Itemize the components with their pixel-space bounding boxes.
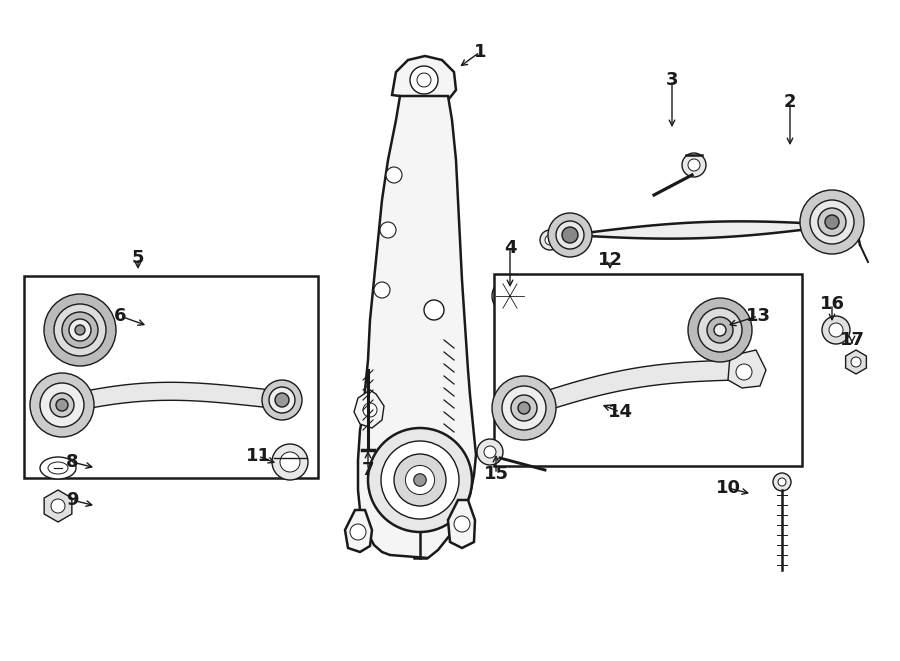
Circle shape [417, 73, 431, 87]
Circle shape [822, 316, 850, 344]
Polygon shape [354, 390, 384, 428]
Circle shape [707, 317, 733, 343]
Bar [24, 276, 318, 478]
Circle shape [518, 402, 530, 414]
Circle shape [394, 454, 446, 506]
Circle shape [688, 298, 752, 362]
Circle shape [69, 319, 91, 341]
Circle shape [545, 235, 555, 245]
Circle shape [548, 213, 592, 257]
Circle shape [50, 393, 74, 417]
Circle shape [778, 478, 786, 486]
Circle shape [374, 282, 390, 298]
Text: 9: 9 [66, 491, 78, 509]
Polygon shape [358, 96, 476, 558]
Ellipse shape [40, 457, 76, 479]
Polygon shape [345, 510, 372, 552]
Circle shape [280, 452, 300, 472]
Circle shape [698, 308, 742, 352]
Text: 10: 10 [716, 479, 741, 497]
Polygon shape [846, 350, 867, 374]
Circle shape [810, 200, 854, 244]
Circle shape [380, 222, 396, 238]
Ellipse shape [48, 462, 68, 474]
Circle shape [492, 376, 556, 440]
Circle shape [40, 383, 84, 427]
Polygon shape [448, 500, 475, 548]
Circle shape [62, 312, 98, 348]
Polygon shape [524, 360, 736, 418]
Circle shape [272, 444, 308, 480]
Text: 5: 5 [131, 249, 144, 267]
Circle shape [350, 524, 366, 540]
Text: 17: 17 [840, 331, 865, 349]
Text: 1: 1 [473, 43, 486, 61]
Circle shape [424, 300, 444, 320]
Circle shape [405, 465, 435, 494]
Circle shape [540, 230, 560, 250]
Circle shape [736, 364, 752, 380]
Polygon shape [728, 350, 766, 388]
Circle shape [500, 286, 520, 306]
Circle shape [688, 159, 700, 171]
Circle shape [829, 323, 843, 337]
Text: 11: 11 [246, 447, 271, 465]
Text: 3: 3 [666, 71, 679, 89]
Circle shape [51, 499, 65, 513]
Text: 2: 2 [784, 93, 796, 111]
Bar [494, 274, 802, 466]
Circle shape [410, 66, 438, 94]
Text: 8: 8 [66, 453, 78, 471]
Circle shape [682, 153, 706, 177]
Circle shape [30, 373, 94, 437]
Circle shape [818, 208, 846, 236]
Circle shape [556, 221, 584, 249]
Circle shape [825, 215, 839, 229]
Circle shape [386, 167, 402, 183]
Circle shape [484, 446, 496, 458]
Circle shape [54, 304, 106, 356]
Circle shape [275, 393, 289, 407]
Text: 12: 12 [598, 251, 623, 269]
Circle shape [477, 439, 503, 465]
Circle shape [714, 324, 726, 336]
Polygon shape [44, 490, 72, 522]
Circle shape [562, 227, 578, 243]
Circle shape [262, 380, 302, 420]
Polygon shape [392, 56, 456, 104]
Circle shape [800, 190, 864, 254]
Circle shape [363, 403, 377, 417]
Circle shape [56, 399, 68, 411]
Text: 16: 16 [820, 295, 844, 313]
Polygon shape [62, 382, 282, 414]
Circle shape [851, 357, 861, 367]
Circle shape [75, 325, 85, 335]
Text: 6: 6 [113, 307, 126, 325]
Circle shape [511, 395, 537, 421]
Text: 4: 4 [504, 239, 517, 257]
Circle shape [269, 387, 295, 413]
Text: 7: 7 [362, 461, 374, 479]
Text: 14: 14 [608, 403, 633, 421]
Circle shape [492, 278, 528, 314]
Text: 15: 15 [483, 465, 508, 483]
Circle shape [773, 473, 791, 491]
Circle shape [414, 474, 427, 486]
Circle shape [44, 294, 116, 366]
Text: 13: 13 [745, 307, 770, 325]
Polygon shape [570, 221, 840, 239]
Circle shape [454, 516, 470, 532]
Circle shape [502, 386, 546, 430]
Circle shape [381, 441, 459, 519]
Circle shape [368, 428, 472, 532]
